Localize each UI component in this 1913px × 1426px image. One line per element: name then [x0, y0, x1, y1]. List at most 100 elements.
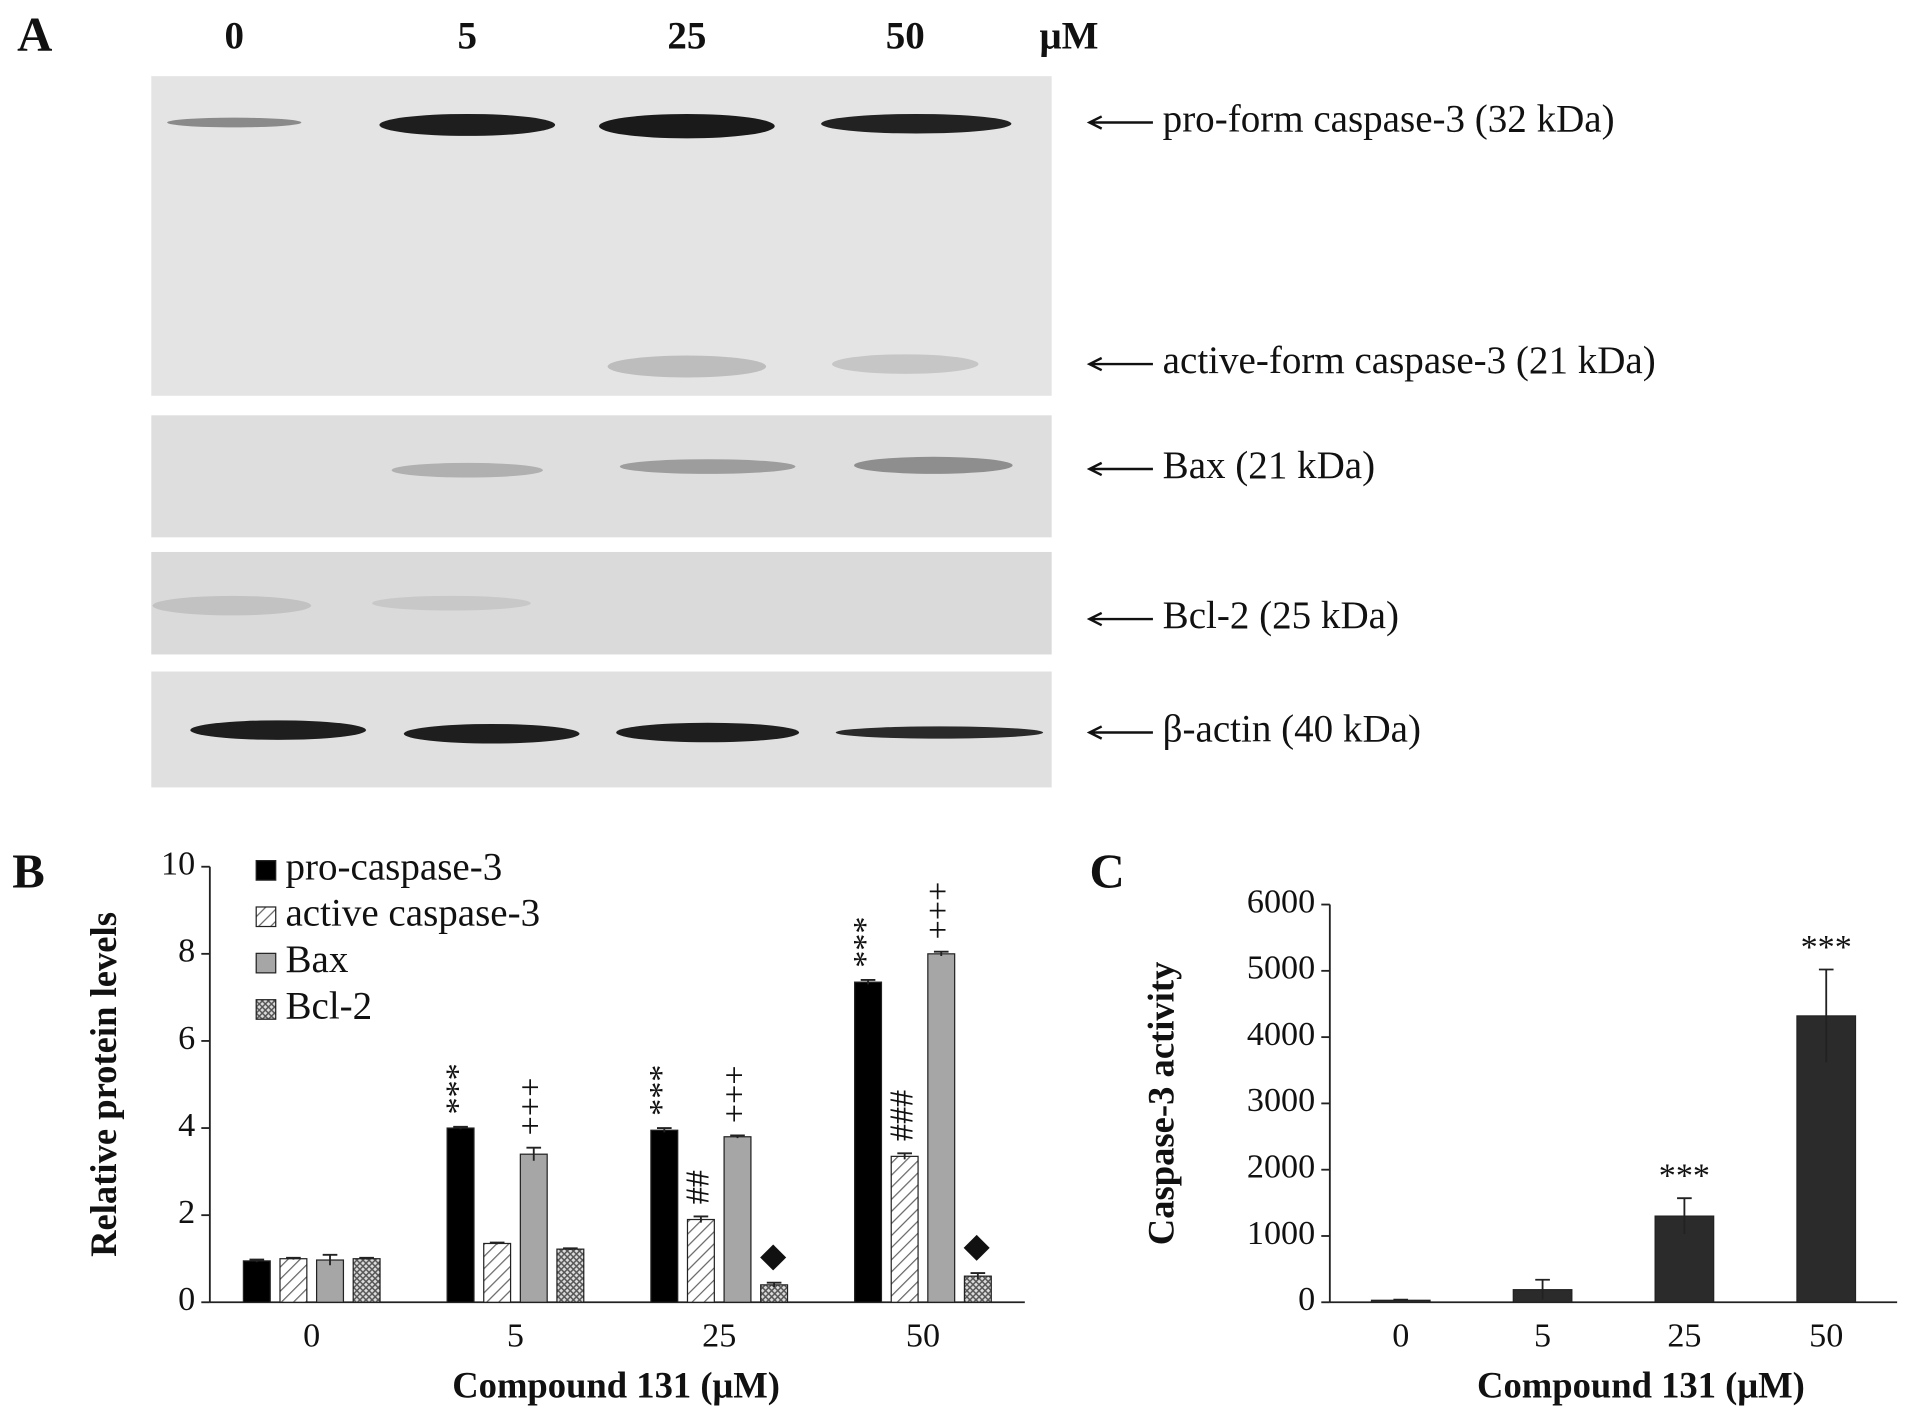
error-bar — [359, 1256, 374, 1260]
bar — [279, 1258, 308, 1303]
error-bar — [453, 1125, 468, 1130]
unit-label: μM — [1039, 14, 1098, 57]
legend-label: pro-caspase-3 — [285, 845, 502, 888]
error-bar — [860, 979, 876, 985]
significance-label: ## — [680, 1170, 717, 1204]
error-bar — [322, 1253, 338, 1266]
band-label: Bax (21 kDa) — [1163, 444, 1375, 487]
western-blot: A 0 5 25 50 μM pro-form caspase-3 (3 — [17, 8, 1656, 788]
legend-swatch — [255, 906, 277, 928]
significance-label: *** — [1801, 929, 1852, 966]
lane-label: 25 — [667, 14, 706, 57]
band — [403, 723, 580, 744]
legend-label: Bax — [285, 938, 348, 981]
band — [607, 355, 767, 378]
bar — [723, 1136, 752, 1303]
band-label: Bcl-2 (25 kDa) — [1163, 594, 1399, 637]
bar — [760, 1284, 789, 1303]
y-tick-label: 5000 — [1247, 950, 1315, 987]
significance-label: +++ — [716, 1065, 753, 1123]
band-label: active-form caspase-3 (21 kDa) — [1163, 339, 1656, 382]
error-bar — [249, 1258, 265, 1263]
band — [599, 113, 775, 139]
band — [832, 354, 979, 374]
legend-swatch — [255, 860, 277, 881]
x-axis-title: Compound 131 (μM) — [1477, 1364, 1805, 1405]
y-tick-label: 10 — [161, 846, 195, 883]
y-tick-label: 1000 — [1247, 1215, 1315, 1252]
y-tick-label: 2000 — [1247, 1149, 1315, 1186]
error-bar — [563, 1247, 578, 1251]
y-tick-label: 8 — [178, 933, 195, 970]
bar — [890, 1155, 919, 1303]
significance-label: *** — [439, 1063, 476, 1114]
arrow — [1086, 611, 1153, 627]
y-tick-label: 6 — [178, 1020, 195, 1057]
lane-label: 50 — [886, 14, 925, 57]
error-bar — [1535, 1278, 1550, 1300]
arrow — [1086, 115, 1153, 130]
error-bar — [730, 1134, 745, 1139]
y-tick-label: 0 — [1298, 1281, 1315, 1318]
significance-label: *** — [643, 1065, 680, 1116]
band — [379, 113, 556, 136]
legend-label: Bcl-2 — [285, 984, 372, 1027]
bar — [927, 953, 956, 1303]
band — [372, 595, 531, 611]
legend-swatch — [255, 999, 277, 1020]
x-tick-label: 0 — [1392, 1318, 1409, 1355]
legend-swatch — [255, 952, 277, 974]
significance-label: *** — [847, 917, 884, 968]
x-tick-label: 50 — [906, 1318, 940, 1355]
error-bar — [1393, 1298, 1409, 1301]
band — [190, 720, 367, 740]
significance-label: +++ — [513, 1078, 550, 1136]
y-tick-label: 3000 — [1247, 1082, 1315, 1119]
band — [152, 595, 312, 616]
error-bar — [933, 950, 949, 957]
band-label: β-actin (40 kDa) — [1163, 707, 1421, 750]
bar — [686, 1218, 715, 1303]
panel-label: B — [12, 845, 45, 899]
arrow — [1086, 356, 1153, 372]
significance-label: ◆ — [753, 1243, 790, 1270]
x-tick-label: 0 — [303, 1318, 320, 1355]
y-tick-label: 2 — [178, 1194, 195, 1231]
y-axis-title: Caspase-3 activity — [1141, 962, 1182, 1246]
arrow — [1086, 461, 1153, 477]
error-bar — [526, 1146, 542, 1161]
band — [616, 722, 800, 743]
band — [821, 113, 1012, 134]
bar — [446, 1127, 475, 1303]
error-bar — [656, 1127, 672, 1133]
significance-label: *** — [1659, 1158, 1710, 1195]
blot — [151, 415, 1052, 538]
x-axis-title: Compound 131 (μM) — [452, 1364, 780, 1405]
error-bar — [1818, 968, 1834, 1063]
error-bar — [897, 1152, 912, 1160]
error-bar — [286, 1256, 301, 1260]
error-bar — [1677, 1197, 1692, 1234]
error-bar — [766, 1281, 782, 1288]
error-bar — [489, 1241, 505, 1245]
lane-label: 5 — [458, 14, 478, 57]
bar — [650, 1129, 679, 1303]
bar — [963, 1275, 992, 1303]
x-tick-label: 25 — [702, 1318, 736, 1355]
significance-label: +++ — [920, 882, 957, 940]
band — [167, 117, 302, 128]
band — [619, 459, 796, 474]
arrow — [1086, 725, 1153, 740]
lane-label: 0 — [224, 14, 244, 57]
band — [391, 462, 543, 478]
bar — [352, 1258, 381, 1303]
band-label: pro-form caspase-3 (32 kDa) — [1163, 97, 1615, 140]
band — [835, 726, 1044, 739]
arrows — [1086, 115, 1153, 740]
bar — [556, 1248, 585, 1303]
band — [854, 456, 1013, 474]
y-tick-label: 0 — [178, 1281, 195, 1318]
significance-label: ◆ — [957, 1234, 994, 1261]
